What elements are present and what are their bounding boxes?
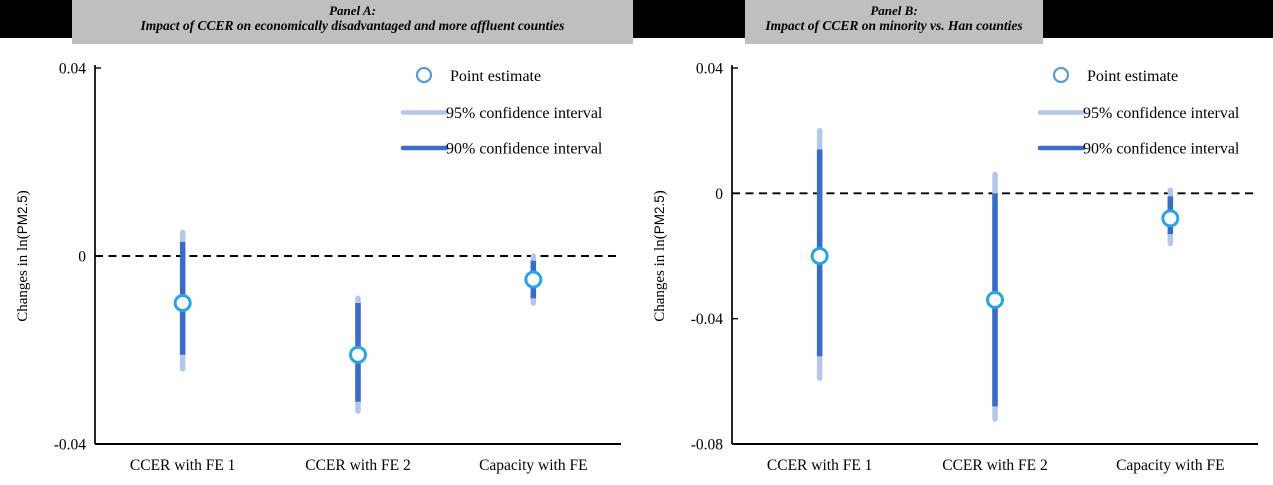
legend-point-marker: [1052, 66, 1070, 84]
y-axis-title: Changes in ln(PM2.5): [15, 190, 31, 322]
legend-point-label: Point estimate: [450, 68, 541, 85]
panel-a-label: Panel A:: [329, 3, 376, 18]
point-estimate-marker: [173, 294, 192, 312]
x-category-label: CCER with FE 2: [942, 457, 1048, 474]
y-tick-label: -0.04: [691, 311, 724, 328]
x-category-label: CCER with FE 1: [130, 457, 236, 474]
x-category-label: CCER with FE 1: [767, 457, 873, 474]
x-category-label: Capacity with FE: [479, 457, 588, 474]
y-tick-label: 0.04: [59, 61, 86, 78]
x-category-label: Capacity with FE: [1116, 457, 1225, 474]
legend-point-label: Point estimate: [1087, 68, 1178, 85]
legend-ci90-label: 90% confidence interval: [1083, 141, 1240, 158]
y-axis-title: Changes in ln(PM2.5): [652, 190, 668, 322]
panel-b-label: Panel B:: [870, 3, 918, 18]
panel-a-title-box: Panel A: Impact of CCER on economically …: [72, 0, 633, 44]
point-estimate-marker: [1161, 209, 1180, 228]
y-tick-label: 0: [78, 249, 86, 266]
point-estimate-marker: [349, 345, 367, 364]
point-estimate-marker: [810, 247, 829, 265]
panel-b-subtitle: Impact of CCER on minority vs. Han count…: [765, 18, 1023, 33]
point-estimate-marker: [986, 290, 1004, 309]
panel-b-chart: 0.04 0 -0.04 -0.08 CCER with FE 1 CCER with F…: [652, 61, 1258, 474]
panel-b-title-box: Panel B: Impact of CCER on minority vs. …: [745, 0, 1043, 44]
x-category-label: CCER with FE 2: [305, 457, 411, 474]
point-estimate-marker: [524, 270, 543, 289]
legend-ci90-label: 90% confidence interval: [446, 141, 603, 158]
panel-a-chart: 0.04 0 -0.04 CCER with FE 1 CCER with FE 2 Ca…: [15, 61, 621, 474]
panel-a-subtitle: Impact of CCER on economically disadvant…: [140, 18, 565, 33]
y-tick-label: 0: [715, 186, 723, 203]
y-tick-label: -0.04: [54, 437, 87, 454]
legend-point-marker: [415, 66, 433, 84]
legend-ci95-label: 95% confidence interval: [1083, 105, 1240, 122]
y-tick-label: 0.04: [696, 61, 723, 78]
legend-ci95-label: 95% confidence interval: [446, 105, 603, 122]
y-tick-label: -0.08: [691, 437, 724, 454]
